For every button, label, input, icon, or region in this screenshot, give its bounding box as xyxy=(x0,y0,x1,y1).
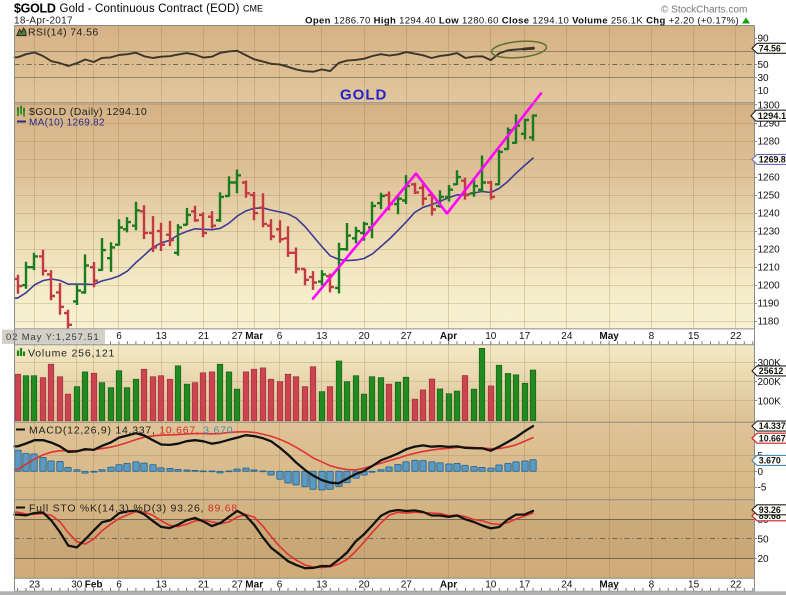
svg-text:90: 90 xyxy=(758,34,770,45)
svg-text:02 May Y:1,257.51: 02 May Y:1,257.51 xyxy=(6,332,100,343)
svg-text:10.667: 10.667 xyxy=(759,433,786,443)
svg-text:1290: 1290 xyxy=(758,119,781,130)
svg-text:Mar: Mar xyxy=(245,580,263,591)
svg-text:$GOLD: $GOLD xyxy=(14,2,56,16)
svg-text:20: 20 xyxy=(358,331,370,342)
svg-text:1300: 1300 xyxy=(758,101,781,112)
svg-text:14.337: 14.337 xyxy=(759,421,786,431)
svg-text:© StockCharts.com: © StockCharts.com xyxy=(661,5,747,16)
svg-text:13: 13 xyxy=(156,331,168,342)
svg-text:1230: 1230 xyxy=(758,227,781,238)
svg-text:MACD(12,26,9) 14.337, 10.667,: MACD(12,26,9) 14.337, 10.667, 3.670 xyxy=(29,425,233,437)
svg-text:15: 15 xyxy=(688,580,700,591)
svg-text:89.68: 89.68 xyxy=(759,511,781,521)
svg-text:27: 27 xyxy=(232,580,244,591)
svg-text:MA(10) 1269.82: MA(10) 1269.82 xyxy=(29,118,105,129)
svg-text:20: 20 xyxy=(758,554,770,565)
svg-text:17: 17 xyxy=(519,580,531,591)
svg-text:3.670: 3.670 xyxy=(759,456,781,466)
svg-text:27: 27 xyxy=(401,331,413,342)
svg-text:1294.1: 1294.1 xyxy=(758,111,786,121)
svg-text:24: 24 xyxy=(561,331,573,342)
svg-text:13: 13 xyxy=(156,580,168,591)
svg-text:Open 1286.70 High 1294.40 Low: Open 1286.70 High 1294.40 Low 1280.60 Cl… xyxy=(305,16,739,27)
svg-text:$GOLD (Daily) 1294.10: $GOLD (Daily) 1294.10 xyxy=(29,106,147,118)
svg-text:50: 50 xyxy=(758,534,770,545)
svg-text:1240: 1240 xyxy=(758,209,781,220)
svg-text:Gold - Continuous Contract (EO: Gold - Continuous Contract (EOD) xyxy=(60,3,240,15)
svg-text:6: 6 xyxy=(116,580,122,591)
svg-text:1220: 1220 xyxy=(758,245,781,256)
svg-text:10: 10 xyxy=(485,580,497,591)
svg-text:300K: 300K xyxy=(758,358,782,369)
svg-text:0: 0 xyxy=(758,467,764,478)
svg-text:24: 24 xyxy=(561,580,573,591)
svg-text:1250: 1250 xyxy=(758,191,781,202)
svg-text:8: 8 xyxy=(649,580,655,591)
svg-text:1190: 1190 xyxy=(758,299,780,310)
svg-text:GOLD: GOLD xyxy=(340,87,387,104)
svg-text:13: 13 xyxy=(316,580,328,591)
svg-text:6: 6 xyxy=(116,331,122,342)
svg-text:30: 30 xyxy=(71,580,83,591)
svg-text:May: May xyxy=(599,331,619,342)
svg-text:1269.8: 1269.8 xyxy=(759,155,786,165)
svg-text:74.56: 74.56 xyxy=(759,43,781,53)
svg-text:Mar: Mar xyxy=(245,331,263,342)
svg-text:May: May xyxy=(599,580,619,591)
svg-text:1210: 1210 xyxy=(758,263,781,274)
svg-text:93.26: 93.26 xyxy=(759,505,781,515)
svg-text:Full STO %K(14,3) %D(3) 93.26,: Full STO %K(14,3) %D(3) 93.26, 89.68 xyxy=(29,503,238,515)
svg-text:100K: 100K xyxy=(758,396,782,407)
svg-text:1260: 1260 xyxy=(758,173,781,184)
svg-text:21: 21 xyxy=(198,580,210,591)
svg-text:27: 27 xyxy=(232,331,244,342)
svg-text:10: 10 xyxy=(485,331,497,342)
svg-text:200K: 200K xyxy=(758,377,782,388)
svg-text:RSI(14) 74.56: RSI(14) 74.56 xyxy=(28,27,99,39)
svg-text:18-Apr-2017: 18-Apr-2017 xyxy=(14,16,73,27)
svg-text:6: 6 xyxy=(277,580,283,591)
svg-text:25612: 25612 xyxy=(759,366,784,376)
svg-text:Feb: Feb xyxy=(85,580,103,591)
svg-text:21: 21 xyxy=(198,331,210,342)
svg-text:30: 30 xyxy=(758,73,770,84)
svg-text:1280: 1280 xyxy=(758,137,781,148)
svg-text:1180: 1180 xyxy=(758,317,780,328)
svg-text:50: 50 xyxy=(758,60,770,71)
svg-text:Apr: Apr xyxy=(440,331,457,342)
svg-text:22: 22 xyxy=(730,580,742,591)
svg-text:13: 13 xyxy=(316,331,328,342)
svg-text:Apr: Apr xyxy=(440,580,457,591)
svg-text:17: 17 xyxy=(519,331,531,342)
svg-text:6: 6 xyxy=(277,331,283,342)
svg-text:10: 10 xyxy=(758,86,770,97)
svg-text:-5: -5 xyxy=(758,483,767,494)
svg-text:27: 27 xyxy=(401,580,413,591)
svg-text:8: 8 xyxy=(649,331,655,342)
svg-text:1200: 1200 xyxy=(758,281,781,292)
svg-text:20: 20 xyxy=(358,580,370,591)
svg-text:15: 15 xyxy=(688,331,700,342)
svg-text:23: 23 xyxy=(29,580,41,591)
svg-text:22: 22 xyxy=(730,331,742,342)
svg-text:CME: CME xyxy=(243,4,263,14)
svg-text:Volume 256,121: Volume 256,121 xyxy=(28,348,115,360)
